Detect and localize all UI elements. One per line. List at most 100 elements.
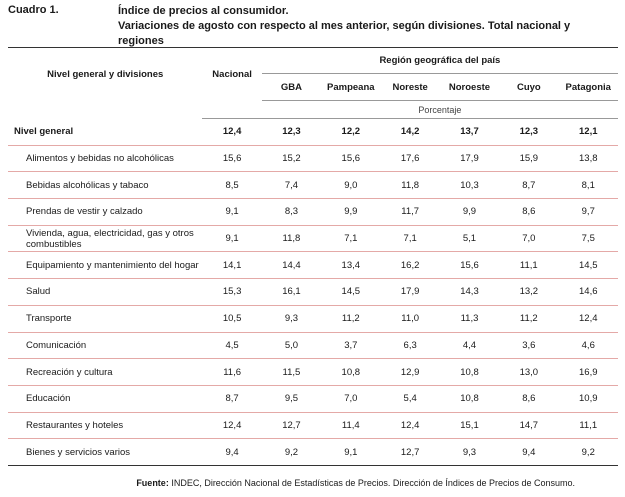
value-region: 16,1 <box>261 278 322 306</box>
value-region: 6,3 <box>380 332 440 360</box>
value-nacional: 12,4 <box>202 118 262 146</box>
value-region: 13,4 <box>321 251 381 280</box>
row-label: Nivel general <box>8 118 203 146</box>
row-label: Recreación y cultura <box>8 358 203 386</box>
value-region: 11,7 <box>380 198 440 226</box>
value-region: 11,5 <box>261 358 322 386</box>
table-row: Equipamiento y mantenimiento del hogar 14… <box>8 251 618 280</box>
value-region: 12,1 <box>558 118 618 146</box>
region-header: Noroeste <box>439 73 500 101</box>
value-region: 11,2 <box>321 305 381 333</box>
cpi-table: Nivel general y divisiones Nacional Regi… <box>8 47 618 466</box>
value-region: 11,2 <box>499 305 559 333</box>
value-region: 12,3 <box>261 118 322 146</box>
value-region: 12,7 <box>261 412 322 440</box>
table-row: Bebidas alcohólicas y tabaco 8,5 7,4 9,0 11,… <box>8 171 618 200</box>
value-nacional: 10,5 <box>202 305 262 333</box>
value-region: 12,7 <box>380 438 440 466</box>
row-label: Prendas de vestir y calzado <box>8 198 203 226</box>
table-row: Salud 15,3 16,1 14,5 17,9 14,3 13,2 14,6 <box>8 278 618 306</box>
value-region: 12,9 <box>380 358 440 386</box>
region-header: GBA <box>261 73 322 101</box>
value-region: 11,3 <box>439 305 500 333</box>
value-region: 15,9 <box>499 145 559 173</box>
row-label: Bienes y servicios varios <box>8 438 203 466</box>
value-region: 12,4 <box>558 305 618 333</box>
value-nacional: 9,1 <box>202 225 262 253</box>
table-subtitle: Variaciones de agosto con respecto al me… <box>118 20 571 47</box>
value-region: 17,9 <box>439 145 500 173</box>
value-region: 9,5 <box>261 385 322 413</box>
source-label: Fuente: <box>136 478 169 488</box>
value-nacional: 8,5 <box>202 171 262 200</box>
row-label: Transporte <box>8 305 203 333</box>
value-region: 15,2 <box>261 145 322 173</box>
value-region: 12,4 <box>380 412 440 440</box>
value-region: 7,5 <box>558 225 618 253</box>
value-region: 10,3 <box>439 171 500 200</box>
value-region: 7,1 <box>380 225 440 253</box>
value-region: 17,6 <box>380 145 440 173</box>
value-region: 4,6 <box>558 332 618 360</box>
table-row: Comunicación 4,5 5,0 3,7 6,3 4,4 3,6 4,6 <box>8 332 618 360</box>
value-nacional: 9,1 <box>202 198 262 226</box>
value-region: 9,0 <box>321 171 381 200</box>
value-region: 11,8 <box>261 225 322 253</box>
value-region: 15,1 <box>439 412 500 440</box>
row-label: Alimentos y bebidas no alcohólicas <box>8 145 203 173</box>
value-region: 9,9 <box>439 198 500 226</box>
row-label: Comunicación <box>8 332 203 360</box>
table-row: Restaurantes y hoteles 12,4 12,7 11,4 12,4 15… <box>8 412 618 440</box>
value-nacional: 15,6 <box>202 145 262 173</box>
value-region: 11,4 <box>321 412 381 440</box>
value-region: 9,2 <box>558 438 618 466</box>
value-region: 17,9 <box>380 278 440 306</box>
value-region: 16,9 <box>558 358 618 386</box>
region-header: Cuyo <box>499 73 559 101</box>
table-caption: Cuadro 1. Índice de precios al consumido… <box>8 4 617 47</box>
value-region: 10,8 <box>439 385 500 413</box>
value-region: 13,2 <box>499 278 559 306</box>
value-region: 14,7 <box>499 412 559 440</box>
value-region: 9,4 <box>499 438 559 466</box>
value-region: 9,7 <box>558 198 618 226</box>
value-region: 14,6 <box>558 278 618 306</box>
value-region: 8,6 <box>499 385 559 413</box>
value-nacional: 11,6 <box>202 358 262 386</box>
table-row: Vivienda, agua, electricidad, gas y otro… <box>8 225 618 253</box>
source-text: INDEC, Dirección Nacional de Estadística… <box>168 478 575 488</box>
value-region: 7,0 <box>321 385 381 413</box>
region-header: Pampeana <box>321 73 381 101</box>
value-region: 16,2 <box>380 251 440 280</box>
value-region: 3,6 <box>499 332 559 360</box>
value-region: 15,6 <box>321 145 381 173</box>
row-label: Educación <box>8 385 203 413</box>
region-group-header: Región geográfica del país <box>261 47 618 74</box>
table-number: Cuadro 1. <box>8 4 59 16</box>
table-row: Bienes y servicios varios 9,4 9,2 9,1 12,7 9,… <box>8 438 618 466</box>
value-region: 7,4 <box>261 171 322 200</box>
value-region: 9,3 <box>261 305 322 333</box>
value-nacional: 15,3 <box>202 278 262 306</box>
table-row: Alimentos y bebidas no alcohólicas 15,6 15… <box>8 145 618 173</box>
value-region: 14,5 <box>558 251 618 280</box>
value-region: 8,6 <box>499 198 559 226</box>
value-region: 14,4 <box>261 251 322 280</box>
row-header: Nivel general y divisiones <box>8 47 203 101</box>
row-label: Vivienda, agua, electricidad, gas y otro… <box>8 225 203 253</box>
value-region: 10,8 <box>321 358 381 386</box>
row-label: Restaurantes y hoteles <box>8 412 203 440</box>
value-region: 5,0 <box>261 332 322 360</box>
value-region: 3,7 <box>321 332 381 360</box>
value-region: 5,4 <box>380 385 440 413</box>
value-region: 8,3 <box>261 198 322 226</box>
row-label: Bebidas alcohólicas y tabaco <box>8 171 203 200</box>
value-region: 13,7 <box>439 118 500 146</box>
table-row-total: Nivel general 12,4 12,3 12,2 14,2 13,7 12,3 12,… <box>8 118 618 146</box>
table-row: Transporte 10,5 9,3 11,2 11,0 11,3 11,2 12,4 <box>8 305 618 333</box>
value-nacional: 12,4 <box>202 412 262 440</box>
value-region: 10,8 <box>439 358 500 386</box>
value-region: 13,8 <box>558 145 618 173</box>
table-titles: Índice de precios al consumidor. Variaci… <box>118 4 617 49</box>
value-region: 7,0 <box>499 225 559 253</box>
